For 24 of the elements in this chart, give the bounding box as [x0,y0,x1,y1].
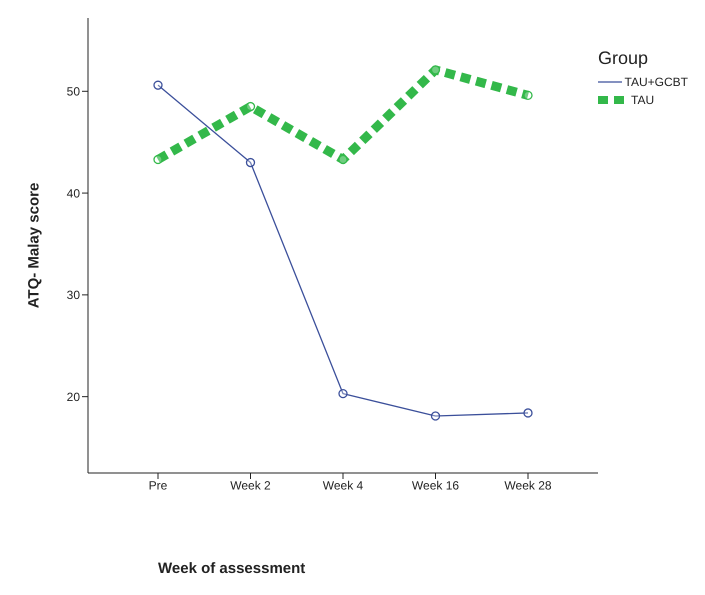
legend-label: TAU [631,93,654,107]
y-tick-label: 20 [66,390,80,404]
point [153,154,163,164]
point [523,408,533,418]
legend-title: Group [598,48,650,69]
x-tick-label: Week 16 [412,478,460,493]
y-tick-label: 40 [66,186,80,200]
point [246,158,256,168]
y-tick-label: 30 [66,288,80,302]
x-axis-title: Week of assessment [158,560,306,577]
y-tick-label: 50 [66,84,80,99]
point [153,80,163,90]
point [338,388,348,398]
x-tick-label: Week 28 [504,478,552,493]
x-tick-label: Pre [148,478,168,493]
point [338,154,348,164]
x-tick-label: Week 2 [230,478,272,493]
point [430,411,440,421]
point [430,65,440,75]
point [523,90,533,100]
point [246,102,256,112]
x-tick-label: Week 4 [322,478,364,493]
legend-label: TAU+GCBT [624,75,688,89]
y-axis-title: ATQ- Malay score [25,182,42,308]
